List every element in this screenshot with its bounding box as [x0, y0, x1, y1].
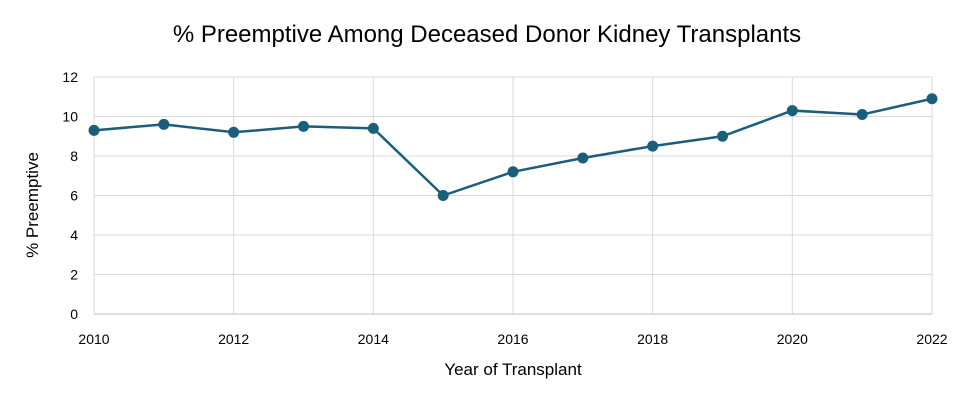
x-tick-label: 2022: [916, 331, 947, 347]
y-tick-label: 0: [70, 306, 78, 322]
data-point: [717, 130, 728, 142]
x-tick-label: 2016: [497, 331, 528, 347]
data-point: [437, 190, 449, 201]
data-point: [926, 93, 938, 105]
data-point: [856, 109, 868, 121]
y-tick-label: 10: [62, 109, 78, 125]
y-tick-label: 4: [70, 227, 78, 243]
x-tick-label: 2014: [358, 331, 389, 347]
x-tick-label: 2010: [78, 331, 109, 347]
data-point: [786, 105, 798, 117]
data-point: [367, 122, 379, 134]
data-point: [158, 118, 170, 130]
data-point: [507, 166, 519, 178]
tick-labels: 0 2 4 6 8 10 12 2010 2012 2014 2016 2018 2020 2022: [62, 69, 947, 347]
y-tick-label: 12: [62, 69, 78, 85]
series-layer: [88, 93, 938, 201]
y-axis-label: % Preemptive: [23, 152, 42, 258]
grid-lines: [93, 76, 933, 314]
data-point: [298, 120, 309, 132]
x-tick-label: 2012: [218, 331, 249, 347]
x-axis-label: Year of Transplant: [444, 360, 582, 379]
y-tick-label: 2: [70, 267, 78, 283]
y-tick-label: 8: [70, 148, 78, 164]
x-tick-label: 2020: [777, 331, 808, 347]
x-tick-label: 2018: [637, 331, 668, 347]
chart-title: % Preemptive Among Deceased Donor Kidney…: [173, 21, 801, 48]
data-point: [88, 124, 100, 136]
data-point: [577, 152, 589, 164]
data-point: [647, 140, 659, 152]
data-point: [228, 126, 240, 138]
y-tick-label: 6: [70, 188, 78, 204]
